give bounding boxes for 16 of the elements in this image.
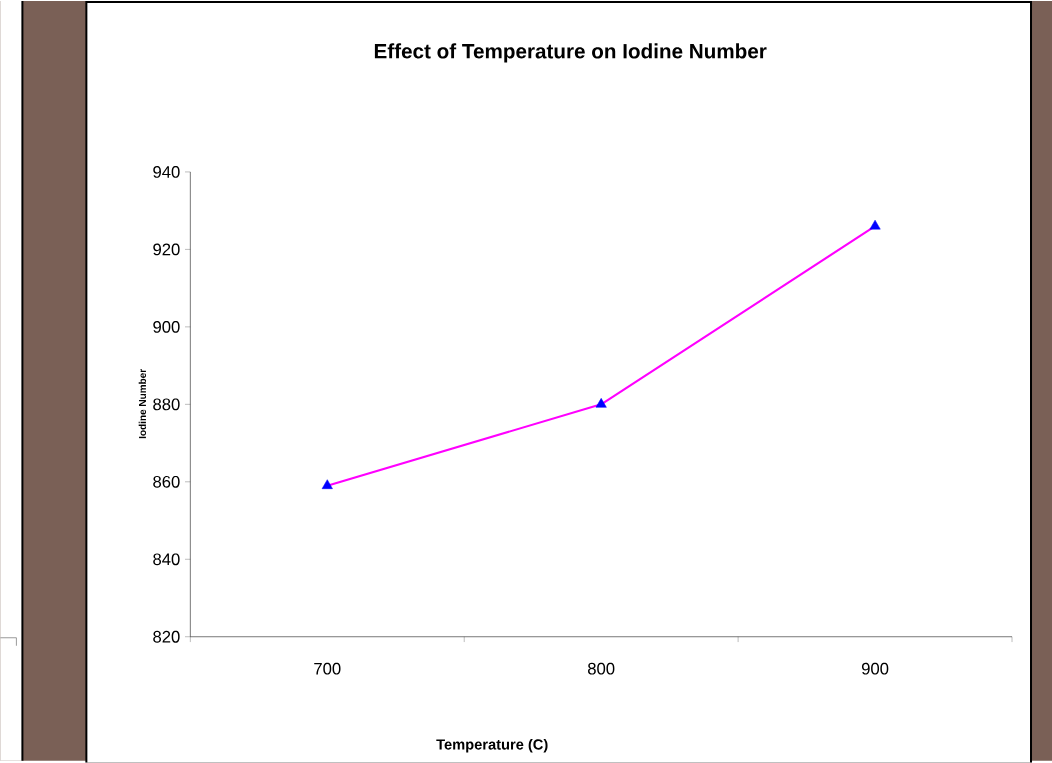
x-tick-label: 800: [588, 662, 615, 675]
point: [869, 220, 881, 230]
y-tick-label: 880: [153, 398, 180, 411]
point: [595, 398, 607, 408]
y-tick-label: 920: [153, 243, 180, 256]
y-tick-label: 860: [153, 476, 180, 488]
y-tick-label: 940: [153, 166, 180, 178]
x-axis-title: Temperature (C): [436, 739, 548, 753]
y-tick-label: 900: [153, 321, 180, 333]
x-tick-label: 700: [314, 662, 341, 675]
chart-title: Effect of Temperature on Iodine Number: [374, 43, 767, 63]
x-tick-label: 900: [861, 662, 889, 675]
point: [321, 479, 333, 490]
y-axis-title: Iodine Number: [138, 369, 147, 439]
y-tick-label: 840: [153, 553, 180, 566]
y-tick-label: 820: [153, 631, 180, 643]
